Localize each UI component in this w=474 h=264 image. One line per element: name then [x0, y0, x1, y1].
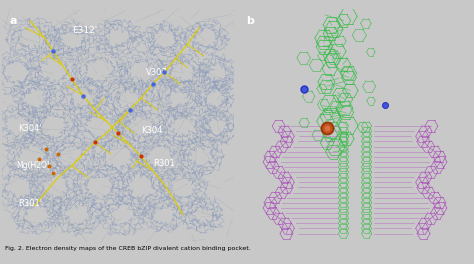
Text: R301: R301	[153, 159, 174, 168]
Text: K304: K304	[141, 126, 163, 135]
Text: R301': R301'	[18, 199, 43, 208]
Text: b: b	[246, 16, 254, 26]
Text: a: a	[9, 16, 17, 26]
Text: V307: V307	[146, 68, 167, 77]
Text: Mg(H2O): Mg(H2O)	[16, 161, 50, 170]
Text: K304': K304'	[18, 124, 42, 133]
Text: E312': E312'	[72, 26, 97, 35]
Text: Fig. 2. Electron density maps of the CREB bZIP divalent cation binding pocket.: Fig. 2. Electron density maps of the CRE…	[5, 246, 250, 251]
